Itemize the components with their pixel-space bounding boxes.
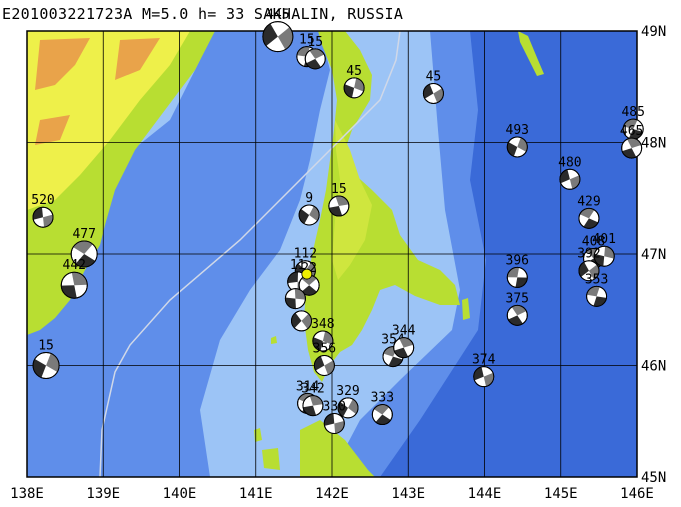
event-depth-label: 15 [299, 33, 315, 48]
event-depth-label: 480 [558, 155, 581, 170]
event-depth-label: 45 [346, 64, 362, 79]
beachball-marker [60, 271, 88, 299]
event-depth-label: 348 [311, 317, 334, 332]
beachball-marker [291, 310, 312, 332]
y-tick-label: 48N [641, 136, 666, 152]
beachball-marker [586, 285, 608, 307]
beachball-marker [70, 240, 98, 268]
beachball-marker [323, 412, 345, 434]
beachball-marker [622, 118, 644, 140]
mainland-mountains [35, 38, 160, 145]
beachball-marker [262, 21, 294, 53]
main-event-marker [301, 268, 313, 280]
event-depth-label: 375 [506, 291, 529, 306]
event-depth-label: 333 [371, 391, 394, 406]
beachball-marker [32, 352, 60, 379]
beachball-marker [328, 195, 350, 217]
kuril-north [518, 31, 544, 76]
x-tick-label: 143E [391, 486, 425, 502]
event-depth-label: 477 [72, 227, 95, 242]
beachball-marker [559, 168, 581, 190]
hokkaido-tip [262, 448, 280, 470]
beachball-marker [506, 136, 528, 158]
event-depth-label: 520 [31, 193, 54, 208]
event-depth-label: 330 [323, 399, 346, 414]
kuril-south [462, 298, 470, 320]
event-depth-label: 342 [301, 382, 324, 397]
beachball-marker [343, 77, 365, 99]
event-depth-label: 485 [621, 105, 644, 120]
beachball-marker [393, 337, 415, 359]
beachball-marker [302, 395, 324, 417]
beachball-marker [312, 330, 334, 352]
beachball-marker [422, 82, 444, 104]
event-depth-label: 442 [63, 258, 86, 273]
event-depth-label: 374 [472, 353, 496, 368]
x-tick-label: 138E [10, 486, 44, 502]
event-depth-label: 344 [392, 324, 416, 339]
event-depth-label: 401 [592, 232, 615, 247]
beachball-marker [304, 48, 326, 70]
event-depth-label: 356 [313, 342, 336, 357]
map-title: E201003221723A M=5.0 h= 33 SAKHALIN, RUS… [2, 5, 404, 23]
sakhalin-south [300, 420, 375, 477]
y-tick-label: 46N [641, 359, 666, 375]
beachball-marker [313, 355, 335, 376]
event-depth-label: 15 [331, 182, 347, 197]
x-tick-label: 139E [86, 486, 120, 502]
plate-boundary [99, 31, 401, 477]
x-tick-label: 145E [544, 486, 578, 502]
event-depth-label: 353 [585, 272, 608, 287]
event-depth-label: 465 [620, 124, 643, 139]
y-tick-label: 45N [641, 470, 666, 486]
event-depth-label: 9 [305, 191, 313, 206]
beachball-marker [621, 137, 643, 159]
beachball-marker [506, 304, 528, 326]
y-tick-label: 47N [641, 247, 666, 263]
event-depth-label: 314 [296, 379, 320, 394]
event-depth-label: 493 [506, 123, 529, 138]
beachball-marker [337, 397, 359, 419]
beachball-marker [284, 288, 306, 310]
beachball-marker [593, 245, 615, 267]
event-depth-label: 396 [506, 253, 529, 268]
sakhalin-highland [332, 120, 372, 280]
axis-ticks: 138E 139E 140E 141E 142E 143E 144E 145E 146E 49N 4… [10, 24, 666, 502]
event-depth-label: 11 [290, 258, 306, 273]
x-tick-label: 141E [239, 486, 273, 502]
x-tick-label: 144E [468, 486, 502, 502]
beachball-marker [371, 404, 393, 426]
x-tick-label: 140E [163, 486, 197, 502]
event-depth-label: 392 [577, 247, 600, 262]
event-depth-label: 429 [577, 194, 600, 209]
event-depth-label: 15 [307, 35, 323, 50]
beachball-marker [578, 260, 600, 282]
map-frame [26, 30, 638, 478]
beachball-marker [298, 274, 320, 296]
x-tick-label: 142E [315, 486, 349, 502]
event-depth-label: 112 [294, 247, 317, 262]
beachball-marker [298, 204, 320, 226]
event-depth-label: 45 [426, 69, 442, 84]
beachball-marker [473, 366, 495, 388]
event-depth-label: 408 [582, 234, 605, 249]
event-depth-label: 445 [266, 8, 289, 23]
beachball-marker [32, 206, 54, 228]
x-tick-label: 146E [620, 486, 654, 502]
beachball-marker [578, 207, 600, 229]
moneron-island [271, 336, 277, 344]
event-depth-label: 15 [38, 339, 54, 354]
y-tick-label: 49N [641, 24, 666, 40]
mainland-highland [27, 31, 190, 210]
beachball-marker [506, 266, 528, 288]
sakhalin-island [304, 31, 460, 382]
event-depth-label: 329 [336, 384, 359, 399]
